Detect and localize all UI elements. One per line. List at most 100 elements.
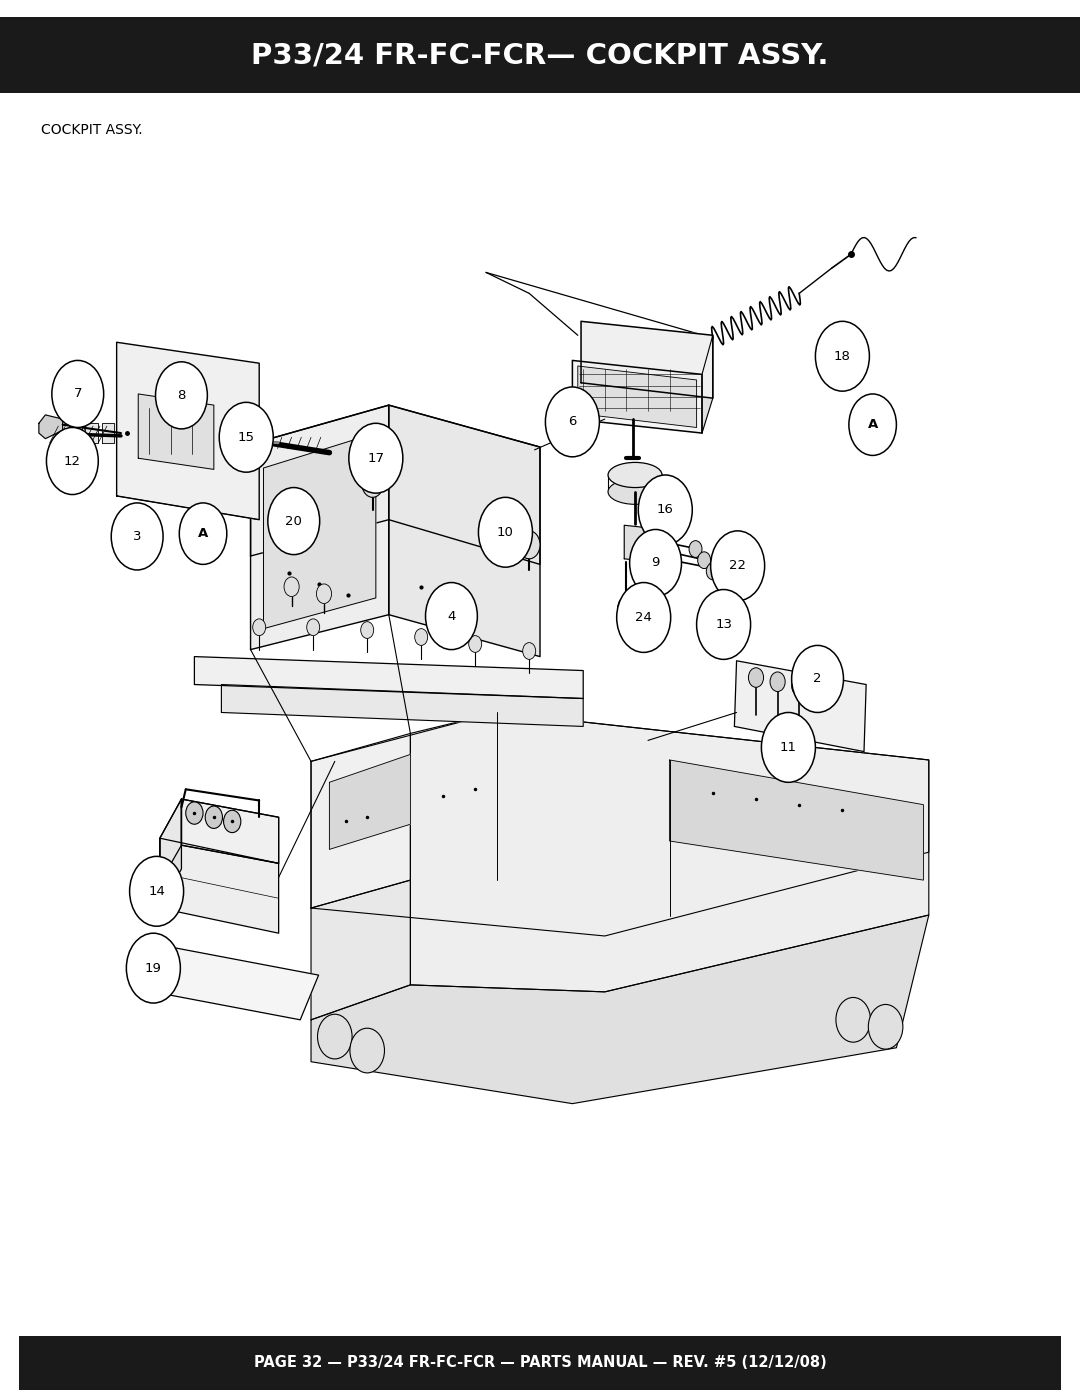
Polygon shape (251, 405, 389, 650)
Text: 12: 12 (64, 454, 81, 468)
Circle shape (126, 933, 180, 1003)
Circle shape (711, 531, 765, 601)
Circle shape (630, 529, 681, 597)
Circle shape (205, 806, 222, 828)
Text: A: A (198, 527, 208, 541)
Polygon shape (85, 423, 98, 443)
Polygon shape (138, 394, 214, 469)
Polygon shape (264, 433, 376, 629)
Text: 10: 10 (497, 525, 514, 539)
Bar (0, 17, 1080, 92)
Polygon shape (329, 754, 410, 849)
Circle shape (284, 577, 299, 597)
Circle shape (770, 672, 785, 692)
Polygon shape (389, 405, 540, 657)
Circle shape (698, 552, 711, 569)
Polygon shape (39, 415, 63, 439)
Text: PAGE 32 — P33/24 FR-FC-FCR — PARTS MANUAL — REV. #5 (12/12/08): PAGE 32 — P33/24 FR-FC-FCR — PARTS MANUA… (254, 1355, 826, 1370)
Polygon shape (311, 712, 929, 936)
Circle shape (748, 668, 764, 687)
Circle shape (224, 810, 241, 833)
Circle shape (689, 541, 702, 557)
Circle shape (316, 584, 332, 604)
Polygon shape (311, 880, 410, 1020)
Circle shape (361, 622, 374, 638)
Polygon shape (117, 342, 259, 520)
Circle shape (849, 394, 896, 455)
Text: 18: 18 (834, 349, 851, 363)
Text: 11: 11 (780, 740, 797, 754)
Text: 20: 20 (285, 514, 302, 528)
Polygon shape (670, 760, 923, 880)
Text: 8: 8 (177, 388, 186, 402)
Circle shape (307, 619, 320, 636)
Polygon shape (311, 915, 929, 1104)
Circle shape (706, 563, 719, 580)
Polygon shape (578, 366, 697, 427)
Circle shape (52, 360, 104, 427)
Text: 6: 6 (568, 415, 577, 429)
Circle shape (350, 1028, 384, 1073)
Polygon shape (181, 799, 279, 863)
Circle shape (111, 503, 163, 570)
Circle shape (186, 802, 203, 824)
Circle shape (489, 504, 504, 524)
Circle shape (268, 488, 320, 555)
Text: 16: 16 (657, 503, 674, 517)
Circle shape (362, 469, 383, 497)
Polygon shape (160, 838, 279, 933)
Polygon shape (194, 657, 583, 698)
Circle shape (219, 402, 273, 472)
Circle shape (253, 619, 266, 636)
Ellipse shape (608, 462, 662, 488)
Circle shape (478, 497, 532, 567)
Circle shape (366, 460, 379, 476)
Circle shape (617, 583, 671, 652)
Text: 24: 24 (635, 610, 652, 624)
Text: 13: 13 (715, 617, 732, 631)
Text: P33/24 FR-FC-FCR— COCKPIT ASSY.: P33/24 FR-FC-FCR— COCKPIT ASSY. (252, 41, 828, 70)
Circle shape (792, 676, 807, 696)
Circle shape (523, 643, 536, 659)
Polygon shape (160, 799, 181, 883)
Circle shape (697, 590, 751, 659)
Polygon shape (181, 799, 279, 863)
Polygon shape (69, 423, 82, 443)
Circle shape (318, 1014, 352, 1059)
Polygon shape (624, 525, 650, 562)
Circle shape (815, 321, 869, 391)
Text: 9: 9 (651, 556, 660, 570)
Circle shape (518, 531, 540, 559)
Polygon shape (138, 944, 319, 1020)
Circle shape (761, 712, 815, 782)
Text: 22: 22 (729, 559, 746, 573)
Bar (19, 1336, 1061, 1390)
Text: 4: 4 (447, 609, 456, 623)
Circle shape (792, 645, 843, 712)
Text: 2: 2 (813, 672, 822, 686)
Circle shape (836, 997, 870, 1042)
Text: 14: 14 (148, 884, 165, 898)
Circle shape (222, 419, 248, 453)
Circle shape (130, 856, 184, 926)
Circle shape (426, 583, 477, 650)
Circle shape (46, 427, 98, 495)
Text: 19: 19 (145, 961, 162, 975)
Text: COCKPIT ASSY.: COCKPIT ASSY. (41, 123, 143, 137)
Ellipse shape (608, 479, 662, 504)
Text: 3: 3 (133, 529, 141, 543)
Polygon shape (160, 799, 181, 908)
Polygon shape (221, 685, 583, 726)
Circle shape (545, 387, 599, 457)
Circle shape (469, 636, 482, 652)
Circle shape (484, 517, 510, 550)
Circle shape (446, 598, 461, 617)
Text: 15: 15 (238, 430, 255, 444)
Text: 17: 17 (367, 451, 384, 465)
Polygon shape (251, 405, 540, 564)
Text: A: A (867, 418, 878, 432)
Circle shape (638, 475, 692, 545)
Circle shape (179, 503, 227, 564)
Polygon shape (572, 360, 702, 433)
Polygon shape (581, 321, 713, 398)
